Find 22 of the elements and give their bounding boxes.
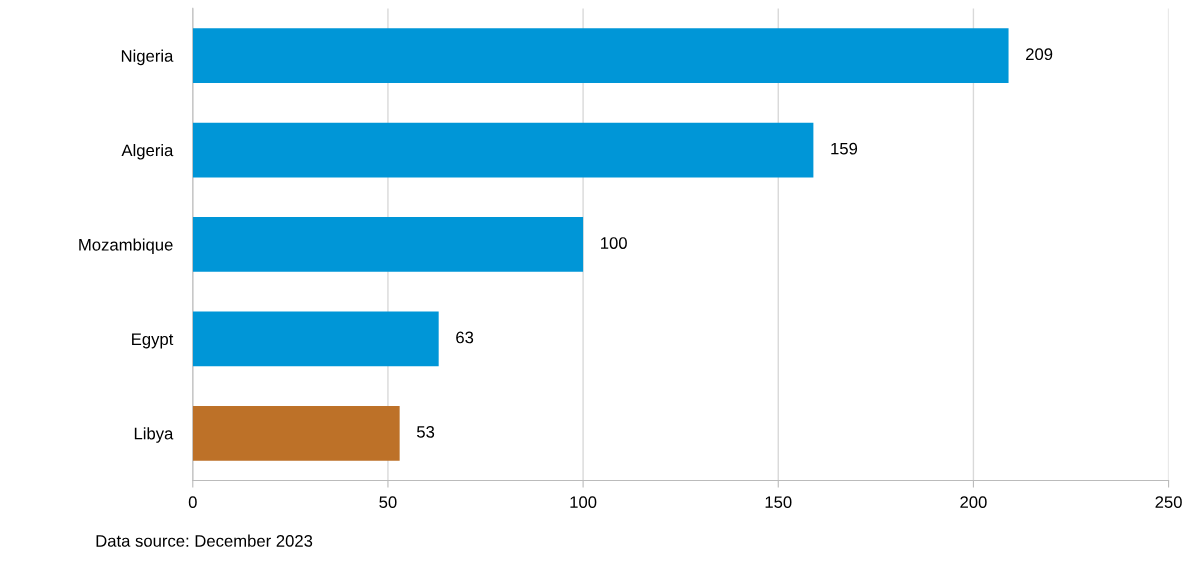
bar <box>192 405 400 461</box>
x-tick-label: 50 <box>379 496 397 509</box>
y-tick-label: Egypt <box>132 333 174 349</box>
data-label: 63 <box>456 331 474 344</box>
data-label: 100 <box>601 237 627 249</box>
y-tick-label: Mozambique <box>79 238 173 254</box>
x-tick-label: 0 <box>188 496 197 509</box>
x-tick-label: 150 <box>765 496 792 509</box>
bar <box>192 28 1009 84</box>
bar <box>192 122 814 178</box>
y-tick-label: Libya <box>134 427 174 443</box>
y-tick-label: Algeria <box>121 144 174 160</box>
source-note: Data source: December 2023 <box>96 534 313 547</box>
x-tick-label: 200 <box>960 496 987 509</box>
x-tick-label: 100 <box>570 496 597 509</box>
data-label: 209 <box>1026 48 1053 61</box>
data-label: 159 <box>831 142 858 155</box>
bar <box>192 217 584 272</box>
bar <box>192 311 439 367</box>
y-tick-label: Nigeria <box>121 49 174 66</box>
x-tick-label: 250 <box>1155 496 1182 509</box>
data-label: 53 <box>416 425 435 438</box>
